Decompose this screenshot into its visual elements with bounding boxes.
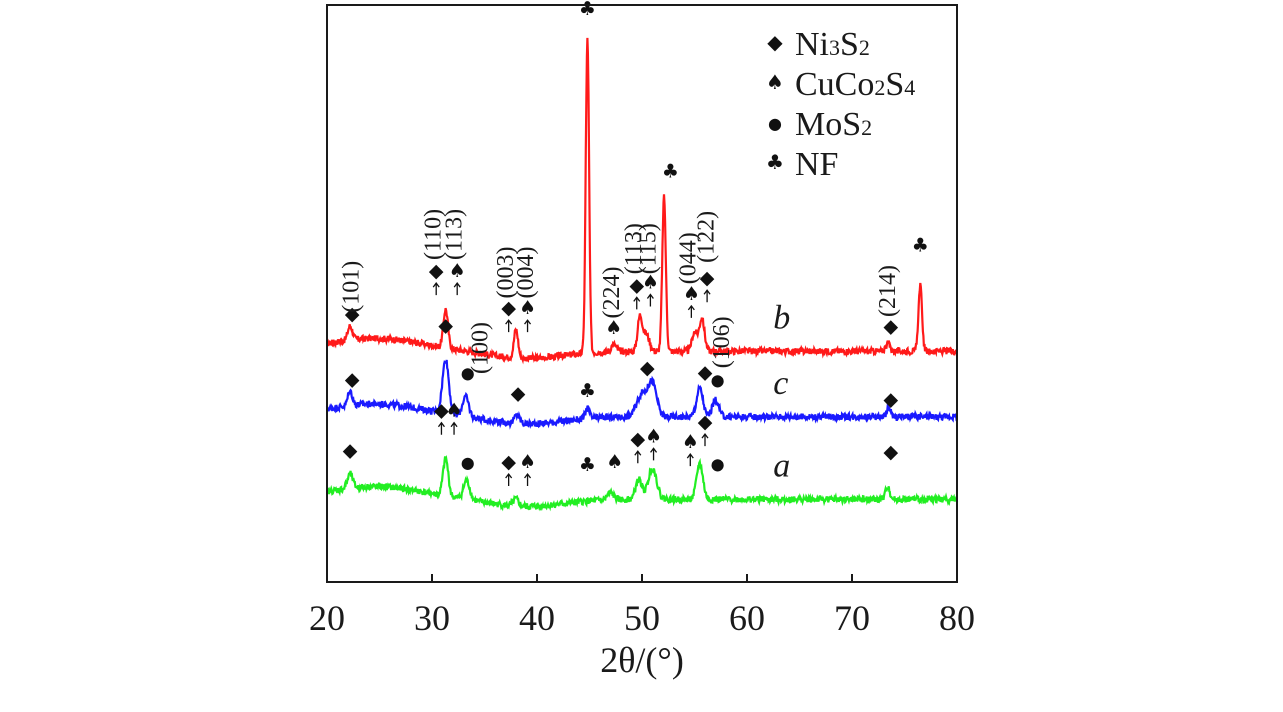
marker-arrow <box>687 304 695 318</box>
circle-marker-c: ● <box>461 363 475 382</box>
legend-label: Ni3S2 <box>795 26 870 63</box>
hkl-label: (113) <box>621 223 647 274</box>
legend-label: CuCo2S4 <box>795 66 915 103</box>
club-marker-a: ♣ <box>579 454 596 476</box>
legend: ◆ Ni3S2 ♠ CuCo2S4 ● MoS2 ♣ NF <box>766 26 915 183</box>
diamond-marker-c: ◆ <box>345 368 360 390</box>
spade-marker-a: ♠ <box>645 425 662 447</box>
hkl-labels-layer: (101)(110)(113)(003)(004) (224)(113)(115)… <box>339 209 902 374</box>
marker-arrow <box>437 421 445 435</box>
x-tick-label: 60 <box>729 598 765 638</box>
diamond-marker-b: ◆ <box>884 316 899 338</box>
x-tick-label: 40 <box>519 598 555 638</box>
x-axis-title: 2θ/(°) <box>600 640 684 680</box>
club-icon: ♣ <box>766 150 784 174</box>
spade-marker-b: ♠ <box>605 317 622 339</box>
diamond-marker-a: ◆ <box>698 411 713 433</box>
diamond-marker-b: ◆ <box>700 267 715 289</box>
circle-marker-c: ● <box>711 370 725 389</box>
spade-marker-b: ♠ <box>449 260 466 282</box>
marker-arrow <box>505 319 513 333</box>
diamond-marker-a: ◆ <box>630 428 645 450</box>
spade-marker-a: ♠ <box>446 400 463 422</box>
legend-item-club: ♣ NF <box>766 146 838 183</box>
legend-label: MoS2 <box>795 106 872 143</box>
circle-icon: ● <box>768 114 782 133</box>
x-tick-label: 20 <box>309 598 345 638</box>
curve-b <box>326 37 958 365</box>
diamond-marker-a: ◆ <box>884 441 899 463</box>
hkl-label: (224) <box>599 266 625 318</box>
spade-marker-b: ♠ <box>683 283 700 305</box>
legend-label: NF <box>795 146 838 183</box>
hkl-label: (004) <box>513 247 539 299</box>
diamond-marker-b: ◆ <box>429 260 444 282</box>
curve-c <box>325 359 958 430</box>
spade-marker-b: ♠ <box>519 297 536 319</box>
diamond-marker-c: ◆ <box>640 357 655 379</box>
legend-item-circle: ● MoS2 <box>768 106 872 143</box>
x-tick-label: 70 <box>834 598 870 638</box>
curve-labels-layer: bc a <box>773 299 790 484</box>
marker-arrow <box>450 421 458 435</box>
diamond-marker-a: ◆ <box>501 451 516 473</box>
curve-label-c: c <box>773 365 788 402</box>
marker-arrow <box>703 289 711 303</box>
diamond-icon: ◆ <box>767 30 783 54</box>
diamond-marker-a: ◆ <box>343 440 358 462</box>
marker-arrow <box>453 282 461 296</box>
club-marker-b: ♣ <box>579 0 596 20</box>
spade-marker-a: ♠ <box>606 451 623 473</box>
spade-icon: ♠ <box>766 70 784 94</box>
x-tick-label: 80 <box>939 598 975 638</box>
hkl-label: (106) <box>709 316 735 368</box>
marker-arrow <box>432 282 440 296</box>
club-marker-b: ♣ <box>662 160 679 182</box>
x-axis-ticks: 20 30 40 50 60 70 80 <box>309 574 975 638</box>
curve-label-a: a <box>773 448 790 485</box>
legend-item-spade: ♠ CuCo2S4 <box>766 66 915 103</box>
diamond-marker-b: ◆ <box>345 303 360 325</box>
spade-marker-b: ♠ <box>642 272 659 294</box>
club-marker-b: ♣ <box>912 234 929 256</box>
diamond-marker-b: ◆ <box>501 297 516 319</box>
hkl-label: (101) <box>339 261 365 313</box>
hkl-label: (214) <box>875 265 901 317</box>
hkl-label: (110) <box>420 209 446 260</box>
curves-layer <box>325 37 959 512</box>
curve-label-b: b <box>773 299 790 336</box>
diamond-marker-c: ◆ <box>884 388 899 410</box>
diamond-marker-c: ◆ <box>511 383 526 405</box>
circle-marker-a: ● <box>711 454 725 473</box>
spade-marker-a: ♠ <box>519 451 536 473</box>
x-tick-label: 30 <box>414 598 450 638</box>
diamond-marker-c: ◆ <box>698 361 713 383</box>
marker-arrow <box>634 450 642 464</box>
marker-arrow <box>524 472 532 487</box>
marker-arrow <box>646 293 654 307</box>
marker-arrow <box>524 319 532 333</box>
x-tick-label: 50 <box>624 598 660 638</box>
diamond-marker-a: ◆ <box>434 400 449 422</box>
legend-item-diamond: ◆ Ni3S2 <box>767 26 870 63</box>
hkl-label: (115) <box>636 223 662 274</box>
marker-arrow <box>686 452 694 467</box>
marker-arrow <box>701 433 709 447</box>
marker-arrow <box>633 296 641 310</box>
diamond-marker-b: ◆ <box>629 274 644 296</box>
diamond-marker-c: ◆ <box>438 314 453 336</box>
hkl-label: (003) <box>493 247 519 299</box>
curve-a <box>326 454 959 512</box>
spade-marker-a: ♠ <box>682 431 699 453</box>
hkl-label: (100) <box>468 322 494 374</box>
hkl-label: (044) <box>676 232 702 284</box>
hkl-label: (113) <box>441 209 467 260</box>
marker-arrow <box>505 472 513 487</box>
marker-arrow <box>650 447 658 461</box>
circle-marker-a: ● <box>461 453 475 472</box>
hkl-label: (122) <box>693 211 719 263</box>
club-marker-c: ♣ <box>579 380 596 402</box>
